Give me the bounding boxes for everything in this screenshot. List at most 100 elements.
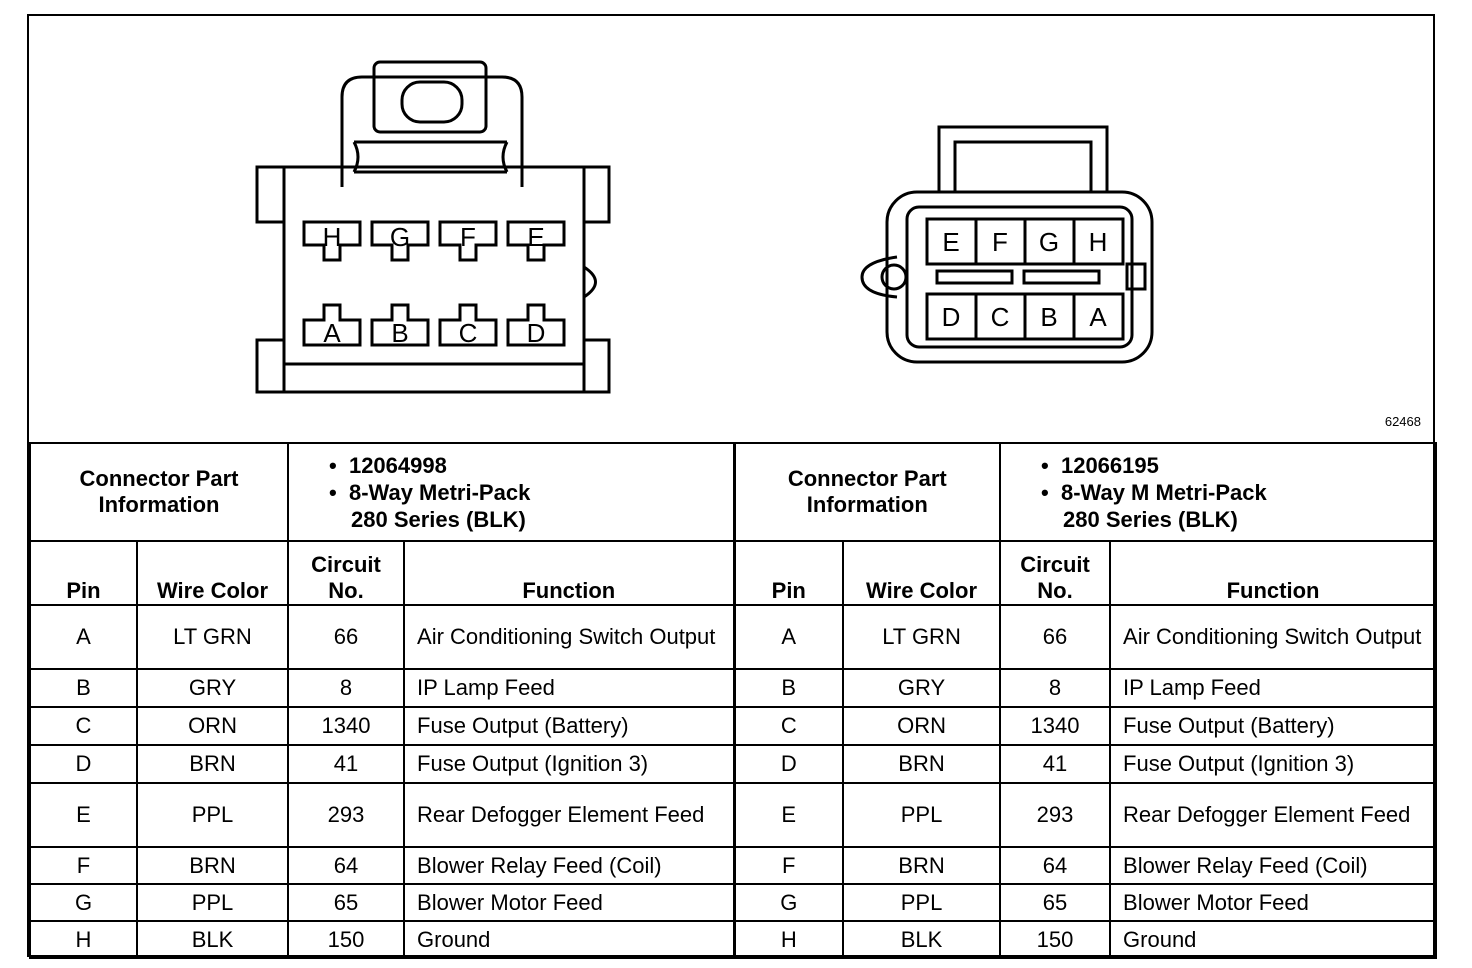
pin-label: D xyxy=(942,302,961,332)
table-row: A LT GRN 66 Air Conditioning Switch Output A… xyxy=(29,604,1438,670)
function-cell: Fuse Output (Ignition 3) xyxy=(1109,744,1438,784)
pin-label: C xyxy=(991,302,1010,332)
pin-cavity xyxy=(370,303,430,347)
pin-label: A xyxy=(323,318,341,348)
function-cell: IP Lamp Feed xyxy=(1109,668,1438,708)
circuit-cell: 1340 xyxy=(999,706,1112,746)
circuit-cell: 150 xyxy=(287,920,406,959)
pin-label: E xyxy=(527,222,544,252)
circuit-cell: 64 xyxy=(287,846,406,885)
pin-label: A xyxy=(1089,302,1107,332)
function-cell: Ground xyxy=(1109,920,1438,959)
circuit-cell: 65 xyxy=(999,883,1112,922)
pin-cavity xyxy=(438,220,498,262)
pin-label: D xyxy=(527,318,546,348)
pin-cell: D xyxy=(732,744,845,784)
pin-label: C xyxy=(459,318,478,348)
connector-1-description: 8-Way Metri-Pack xyxy=(348,479,531,505)
pin-cell: C xyxy=(732,706,845,746)
pin-label: B xyxy=(1040,302,1057,332)
function-cell: Rear Defogger Element Feed xyxy=(403,782,736,848)
connector-2-series: 280 Series (BLK) xyxy=(1063,506,1238,532)
circuit-cell: 66 xyxy=(287,604,406,670)
connector-1-end-view xyxy=(255,60,611,394)
wire-color-header: Wire Color xyxy=(842,540,1002,606)
function-cell: Fuse Output (Ignition 3) xyxy=(403,744,736,784)
circuit-cell: 150 xyxy=(999,920,1112,959)
function-cell: Blower Motor Feed xyxy=(403,883,736,922)
circuit-cell: 8 xyxy=(999,668,1112,708)
table-row: E PPL 293 Rear Defogger Element Feed E PPL 293… xyxy=(29,782,1438,848)
pin-cavity xyxy=(370,220,430,262)
connector-2-info-label: Connector Part Information xyxy=(732,442,1002,542)
pin-cavity xyxy=(302,303,362,347)
wire-color-cell: BLK xyxy=(842,920,1002,959)
function-cell: Blower Relay Feed (Coil) xyxy=(403,846,736,885)
wire-color-cell: BRN xyxy=(842,744,1002,784)
pin-label: E xyxy=(942,227,959,257)
pin-cell: E xyxy=(29,782,138,848)
connector-2-part-number: 12066195 xyxy=(1060,452,1159,478)
pin-cell: G xyxy=(732,883,845,922)
connector-end-views: H A G B F C E D E D F C G B H A xyxy=(255,60,1154,394)
pin-cell: E xyxy=(732,782,845,848)
circuit-cell: 293 xyxy=(287,782,406,848)
circuit-header: Circuit No. xyxy=(999,540,1112,606)
pin-cell: A xyxy=(732,604,845,670)
function-cell: Fuse Output (Battery) xyxy=(403,706,736,746)
pin-header: Pin xyxy=(29,540,138,606)
wire-color-cell: GRY xyxy=(135,668,290,708)
connector-2-description: 8-Way M Metri-Pack xyxy=(1060,479,1267,505)
wire-color-cell: BRN xyxy=(135,744,290,784)
wire-color-cell: GRY xyxy=(842,668,1002,708)
function-cell: Ground xyxy=(403,920,736,959)
wire-color-cell: LT GRN xyxy=(842,604,1002,670)
function-cell: Blower Relay Feed (Coil) xyxy=(1109,846,1438,885)
table-row: D BRN 41 Fuse Output (Ignition 3) D BRN 41 Fuse… xyxy=(29,744,1438,784)
table-row: G PPL 65 Blower Motor Feed G PPL 65 Blower Moto… xyxy=(29,883,1438,922)
circuit-cell: 64 xyxy=(999,846,1112,885)
pin-label: G xyxy=(1039,227,1059,257)
circuit-header: Circuit No. xyxy=(287,540,406,606)
wire-color-header: Wire Color xyxy=(135,540,290,606)
pin-cell: C xyxy=(29,706,138,746)
pin-label: F xyxy=(992,227,1008,257)
circuit-cell: 41 xyxy=(999,744,1112,784)
pin-label: H xyxy=(323,222,342,252)
circuit-cell: 293 xyxy=(999,782,1112,848)
connector-pinout-table: Connector Part Information • 12064998 • … xyxy=(28,442,1438,959)
wire-color-cell: PPL xyxy=(135,883,290,922)
connector-1-info-label: Connector Part Information xyxy=(28,442,290,542)
pin-cell: B xyxy=(732,668,845,708)
pin-label: B xyxy=(391,318,408,348)
table-row: B GRY 8 IP Lamp Feed B GRY 8 IP Lamp Feed xyxy=(29,668,1438,708)
column-header-row: Pin Wire Color Circuit No. Function Pin W… xyxy=(29,540,1438,606)
wire-color-cell: BLK xyxy=(135,920,290,959)
pin-cell: F xyxy=(29,846,138,885)
wire-color-cell: PPL xyxy=(135,782,290,848)
pin-cell: H xyxy=(732,920,845,959)
pin-label: F xyxy=(460,222,476,252)
wire-color-cell: PPL xyxy=(842,883,1002,922)
function-cell: Blower Motor Feed xyxy=(1109,883,1438,922)
table-row: H BLK 150 Ground H BLK 150 Ground xyxy=(29,920,1438,959)
function-cell: Air Conditioning Switch Output xyxy=(1109,604,1438,670)
wire-color-cell: ORN xyxy=(842,706,1002,746)
wire-color-cell: LT GRN xyxy=(135,604,290,670)
connector-info-row: Connector Part Information • 12064998 • … xyxy=(28,442,1438,542)
pin-header: Pin xyxy=(732,540,845,606)
wire-color-cell: BRN xyxy=(842,846,1002,885)
function-header: Function xyxy=(403,540,736,606)
pin-cell: D xyxy=(29,744,138,784)
circuit-cell: 1340 xyxy=(287,706,406,746)
table-row: F BRN 64 Blower Relay Feed (Coil) F BRN 64 Blow… xyxy=(29,846,1438,885)
pin-cavity xyxy=(302,220,362,262)
wire-color-cell: BRN xyxy=(135,846,290,885)
pin-cell: H xyxy=(29,920,138,959)
pin-label: H xyxy=(1089,227,1108,257)
connector-1-info: • 12064998 • 8-Way Metri-Pack 280 Series… xyxy=(287,442,736,542)
connector-1-series: 280 Series (BLK) xyxy=(351,506,526,532)
function-cell: IP Lamp Feed xyxy=(403,668,736,708)
circuit-cell: 8 xyxy=(287,668,406,708)
function-cell: Air Conditioning Switch Output xyxy=(403,604,736,670)
